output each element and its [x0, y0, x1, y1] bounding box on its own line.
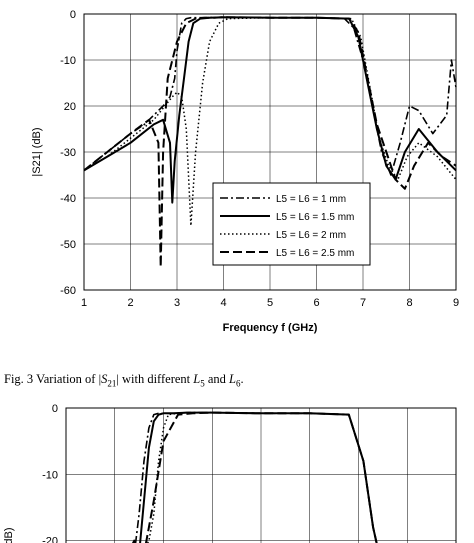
series-line-dashed	[144, 411, 378, 543]
top-chart-y-tick-labels: 0 -10 20 -30 -40 -50 -60	[60, 9, 76, 297]
top-chart-x-tick-labels: 1 2 3 4 5 6 7 8 9	[81, 297, 459, 309]
series-line-dotted	[83, 16, 457, 227]
y-tick-label: 0	[52, 403, 58, 415]
legend-label: L5 = L6 = 2 mm	[276, 230, 346, 241]
top-chart: 1 2 3 4 5 6 7 8 9 0 -10 20 -30 -40 -50 -60 Frequency f…	[31, 9, 459, 334]
bottom-chart: 0 -10 -20 dB)	[3, 403, 457, 543]
y-tick-label: -30	[60, 147, 76, 159]
caption-s21: |S21|	[98, 372, 119, 389]
bottom-chart-series	[131, 411, 378, 543]
top-chart-legend: L5 = L6 = 1 mm L5 = L6 = 1.5 mm L5 = L6 = …	[212, 182, 371, 266]
x-tick-label: 8	[406, 297, 412, 309]
y-tick-label: -10	[60, 55, 76, 67]
x-tick-label: 7	[360, 297, 366, 309]
top-chart-x-axis-label: Frequency f (GHz)	[223, 322, 318, 334]
x-tick-label: 1	[81, 297, 87, 309]
x-tick-label: 9	[453, 297, 459, 309]
y-tick-label: -20	[42, 536, 58, 543]
y-tick-label: 0	[70, 9, 76, 21]
top-chart-y-axis-label: |S21| (dB)	[31, 127, 43, 176]
x-tick-label: 6	[313, 297, 319, 309]
bottom-chart-y-axis-label: dB)	[3, 527, 15, 543]
caption-suffix: .	[240, 372, 244, 386]
y-tick-label: -10	[42, 469, 58, 481]
legend-label: L5 = L6 = 1.5 mm	[276, 212, 354, 223]
legend-items: L5 = L6 = 1 mm L5 = L6 = 1.5 mm L5 = L6 = …	[220, 194, 354, 259]
legend-label: L5 = L6 = 1 mm	[276, 194, 346, 205]
caption-l5: L5	[193, 372, 205, 389]
y-tick-label: -60	[60, 285, 76, 297]
bottom-chart-y-tick-labels: 0 -10 -20	[42, 403, 58, 543]
caption-prefix: Variation of	[36, 372, 99, 386]
caption-middle: with different	[118, 372, 194, 386]
y-tick-label: -40	[60, 193, 76, 205]
x-tick-label: 3	[174, 297, 180, 309]
y-tick-label: 20	[64, 101, 76, 113]
caption-fig-label: Fig. 3	[4, 372, 34, 386]
x-tick-label: 2	[127, 297, 133, 309]
y-tick-label: -50	[60, 239, 76, 251]
bottom-chart-frame	[65, 407, 457, 543]
series-line-dashed	[83, 16, 457, 268]
bottom-chart-grid	[65, 407, 457, 543]
figure-caption: Fig. 3 Variation of |S21| with different…	[4, 372, 244, 389]
top-chart-series	[83, 16, 457, 268]
series-line-solid	[131, 411, 378, 543]
caption-l6: L6	[229, 372, 241, 389]
x-tick-label: 4	[220, 297, 226, 309]
x-tick-label: 5	[267, 297, 273, 309]
caption-and: and	[204, 372, 230, 386]
top-chart-frame	[83, 13, 457, 291]
legend-label: L5 = L6 = 2.5 mm	[276, 248, 354, 259]
